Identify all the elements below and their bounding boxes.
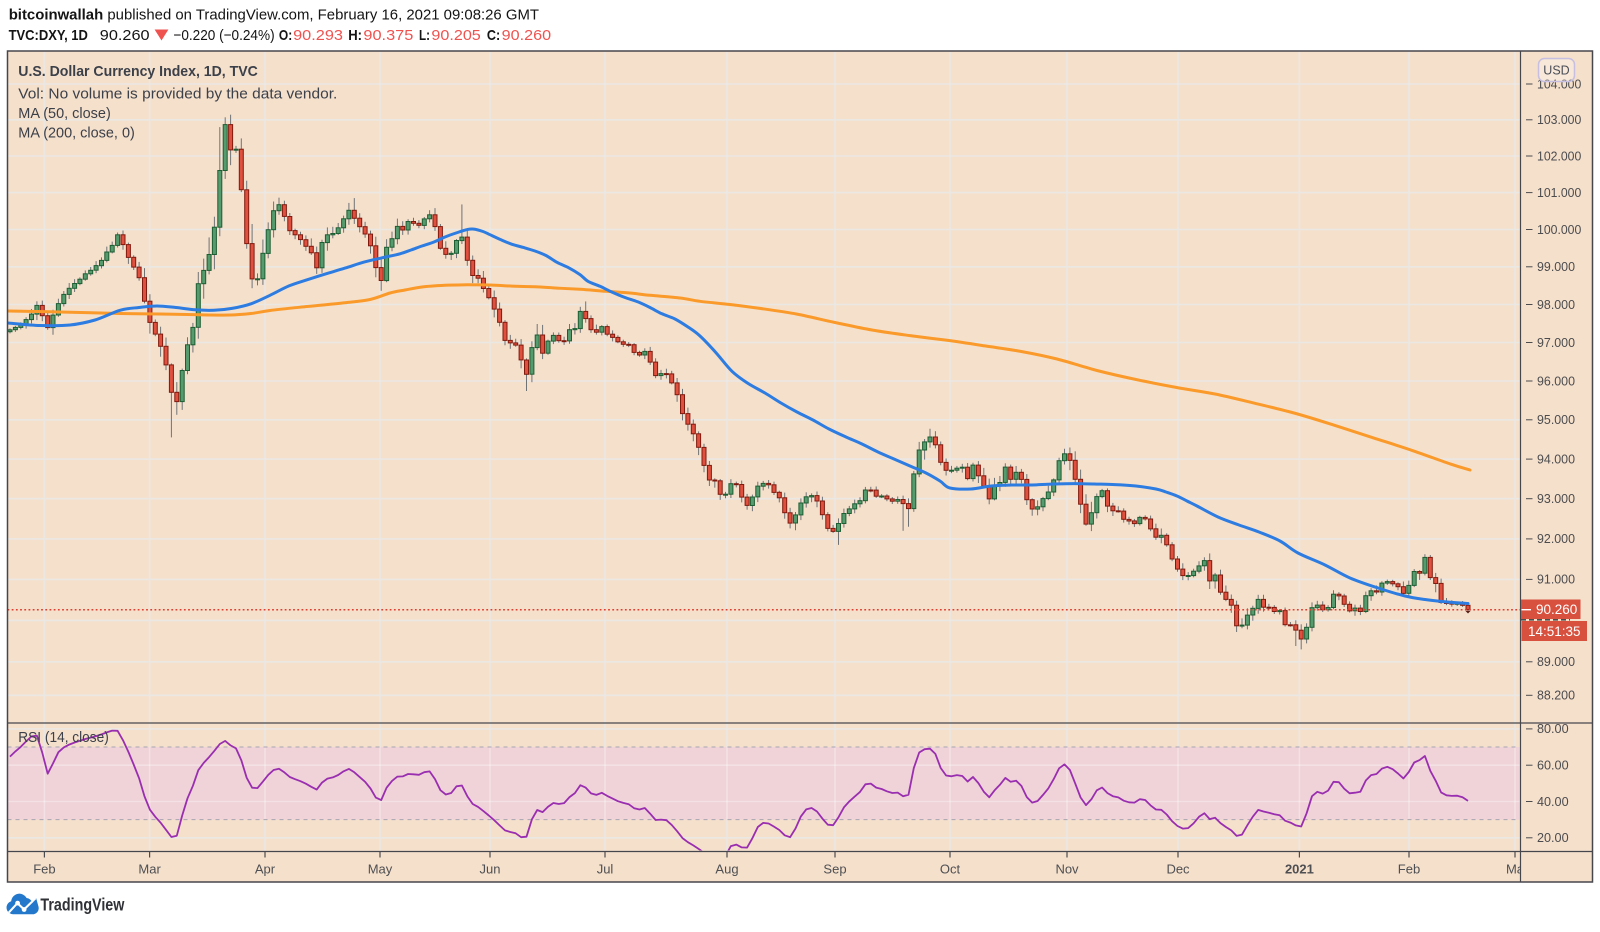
svg-text:Nov: Nov: [1055, 862, 1079, 877]
svg-text:20.00: 20.00: [1537, 831, 1569, 845]
svg-text:Oct: Oct: [940, 862, 961, 877]
svg-text:90.375: 90.375: [363, 27, 413, 44]
svg-text:RSI (14, close): RSI (14, close): [18, 729, 109, 746]
svg-text:Feb: Feb: [33, 862, 55, 877]
svg-text:93.000: 93.000: [1537, 492, 1575, 506]
svg-text:60.00: 60.00: [1537, 759, 1569, 773]
svg-text:91.000: 91.000: [1537, 573, 1575, 587]
svg-text:C:: C:: [487, 27, 500, 44]
svg-text:99.000: 99.000: [1537, 260, 1575, 274]
svg-text:H:: H:: [348, 27, 362, 44]
svg-text:94.000: 94.000: [1537, 452, 1575, 466]
svg-text:U.S. Dollar Currency Index, 1D: U.S. Dollar Currency Index, 1D, TVC: [18, 63, 258, 80]
svg-text:TVC:DXY, 1D: TVC:DXY, 1D: [9, 27, 88, 44]
svg-text:90.260: 90.260: [502, 27, 551, 44]
svg-text:MA (50, close): MA (50, close): [18, 105, 111, 122]
svg-text:14:51:35: 14:51:35: [1528, 624, 1581, 639]
svg-text:published on TradingView.com,: published on TradingView.com, February 1…: [107, 7, 539, 24]
svg-text:90.260: 90.260: [100, 27, 150, 44]
svg-text:May: May: [368, 862, 393, 877]
svg-text:92.000: 92.000: [1537, 532, 1575, 546]
svg-text:80.00: 80.00: [1537, 722, 1569, 736]
svg-text:Sep: Sep: [823, 862, 846, 877]
svg-text:89.000: 89.000: [1537, 655, 1575, 669]
svg-text:bitcoinwallah: bitcoinwallah: [9, 7, 104, 24]
svg-text:Feb: Feb: [1398, 862, 1420, 877]
svg-text:90.260: 90.260: [1536, 602, 1577, 617]
svg-text:−0.220 (−0.24%): −0.220 (−0.24%): [173, 27, 274, 44]
svg-text:96.000: 96.000: [1537, 374, 1575, 388]
svg-text:100.000: 100.000: [1537, 223, 1581, 237]
svg-text:97.000: 97.000: [1537, 336, 1575, 350]
svg-text:101.000: 101.000: [1537, 186, 1581, 200]
svg-text:USD: USD: [1543, 64, 1569, 78]
svg-text:Jun: Jun: [480, 862, 501, 877]
svg-text:103.000: 103.000: [1537, 113, 1581, 127]
svg-text:Mar: Mar: [138, 862, 161, 877]
svg-text:TradingView: TradingView: [40, 895, 124, 915]
svg-text:90.293: 90.293: [293, 27, 343, 44]
svg-text:90.205: 90.205: [431, 27, 480, 44]
svg-text:98.000: 98.000: [1537, 298, 1575, 312]
svg-text:MA (200, close, 0): MA (200, close, 0): [18, 125, 135, 142]
svg-text:2021: 2021: [1285, 862, 1314, 877]
svg-text:Apr: Apr: [255, 862, 276, 877]
svg-text:Vol: No volume is provided by: Vol: No volume is provided by the data v…: [18, 86, 337, 103]
svg-text:Dec: Dec: [1166, 862, 1190, 877]
svg-text:L:: L:: [419, 27, 430, 44]
svg-text:102.000: 102.000: [1537, 149, 1581, 163]
svg-text:Jul: Jul: [597, 862, 614, 877]
svg-text:88.200: 88.200: [1537, 689, 1575, 703]
svg-text:40.00: 40.00: [1537, 795, 1569, 809]
svg-text:O:: O:: [279, 27, 292, 44]
svg-text:95.000: 95.000: [1537, 413, 1575, 427]
svg-text:Aug: Aug: [715, 862, 738, 877]
svg-text:Ma: Ma: [1506, 862, 1525, 877]
